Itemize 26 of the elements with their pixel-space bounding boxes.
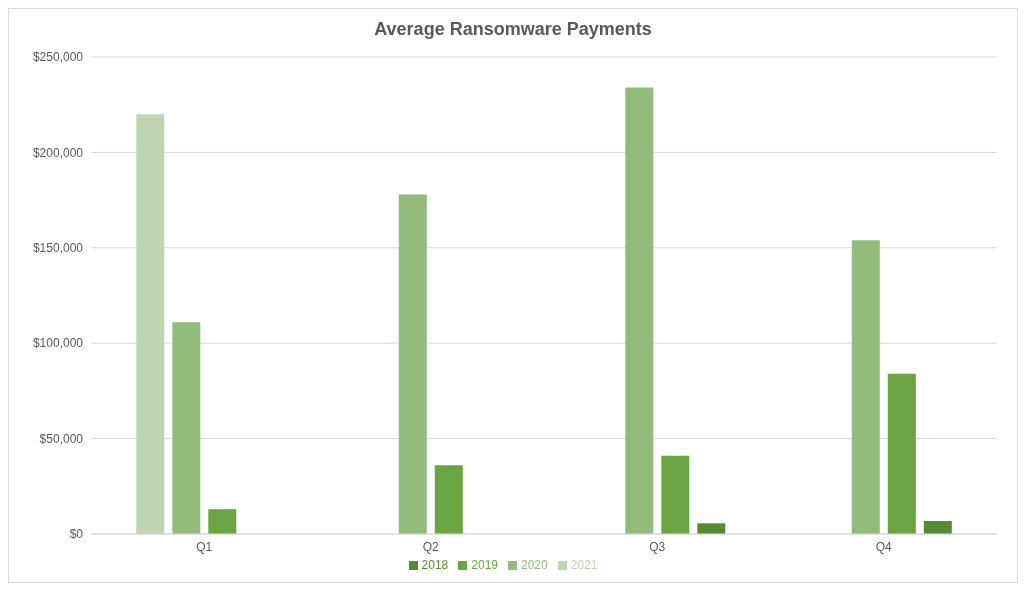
y-tick-label: $100,000: [32, 336, 84, 351]
legend-label: 2020: [521, 558, 548, 572]
chart-title: Average Ransomware Payments: [373, 18, 653, 41]
y-tick-label: $250,000: [32, 50, 84, 65]
y-tick-label: $50,000: [39, 431, 84, 446]
bar: [697, 523, 726, 534]
x-tick-label: Q2: [422, 539, 440, 554]
bar: [434, 465, 463, 534]
legend-label: 2018: [421, 558, 449, 572]
y-tick-label: $0: [69, 527, 84, 542]
bar: [136, 114, 165, 534]
bar: [661, 455, 690, 534]
legend-label: 2021: [570, 558, 598, 572]
x-tick-label: Q3: [649, 539, 666, 554]
bar: [398, 194, 427, 534]
bar: [172, 322, 201, 534]
legend-label: 2019: [471, 558, 498, 572]
y-tick-label: $200,000: [32, 145, 84, 160]
x-tick-label: Q4: [875, 539, 893, 554]
bar: [923, 521, 952, 534]
bar: [625, 87, 654, 534]
bar: [208, 509, 237, 534]
x-tick-label: Q1: [196, 539, 213, 554]
bar: [851, 240, 880, 534]
bar: [887, 373, 916, 534]
y-tick-label: $150,000: [32, 241, 84, 256]
